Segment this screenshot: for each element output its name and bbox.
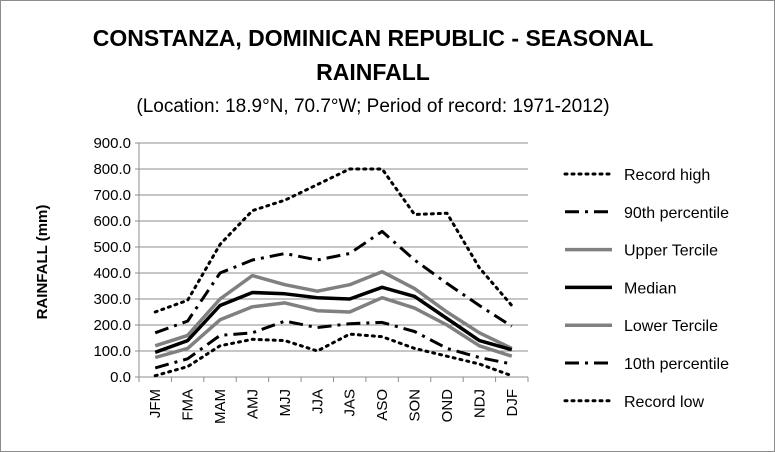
y-tick-label: 700.0 bbox=[93, 187, 131, 204]
series-lines bbox=[153, 167, 514, 378]
x-tick-label: AMJ bbox=[244, 389, 261, 419]
tick-labels: 0.0 100.0 200.0 300.0 400.0 500.0 600.0 700.0 80… bbox=[93, 135, 520, 424]
x-tick-label: DJF bbox=[504, 389, 521, 417]
series-line-record-low bbox=[153, 332, 514, 378]
legend-label: Record high bbox=[624, 167, 710, 184]
y-tick-label: 500.0 bbox=[93, 239, 131, 256]
y-tick-label: 100.0 bbox=[93, 343, 131, 360]
chart-subtitle: (Location: 18.9°N, 70.7°W; Period of rec… bbox=[136, 96, 609, 117]
x-tick-label: JAS bbox=[342, 389, 359, 417]
legend-label: Record low bbox=[624, 394, 704, 411]
legend-label: Median bbox=[624, 280, 676, 297]
y-tick-label: 0.0 bbox=[110, 369, 131, 386]
legend-label: 10th percentile bbox=[624, 356, 729, 373]
x-tick-label: NDJ bbox=[471, 389, 488, 418]
series-line-lower-tercile bbox=[154, 295, 513, 360]
legend-label: Upper Tercile bbox=[624, 243, 718, 260]
chart-title-line1: CONSTANZA, DOMINICAN REPUBLIC - SEASONAL bbox=[93, 25, 654, 51]
y-tick-label: 800.0 bbox=[93, 161, 131, 178]
x-tick-label: MJJ bbox=[277, 389, 294, 417]
y-tick-label: 200.0 bbox=[93, 317, 131, 334]
legend-label: Lower Tercile bbox=[624, 318, 718, 335]
y-tick-label: 300.0 bbox=[93, 291, 131, 308]
chart-title-line2: RAINFALL bbox=[316, 59, 430, 85]
x-tick-label: MAM bbox=[212, 389, 229, 424]
y-tick-label: 600.0 bbox=[93, 213, 131, 230]
x-tick-label: ASO bbox=[374, 389, 391, 421]
series-line-10th-percentile bbox=[154, 319, 513, 370]
gridlines bbox=[139, 142, 528, 352]
series-line-record-high bbox=[153, 167, 514, 314]
x-tick-label: OND bbox=[439, 389, 456, 423]
axes bbox=[135, 142, 529, 382]
x-tick-label: JFM bbox=[147, 389, 164, 418]
y-axis-label: RAINFALL (mm) bbox=[34, 205, 51, 320]
legend: Record high 90th percentile Upper Tercile M… bbox=[563, 167, 729, 411]
y-tick-label: 900.0 bbox=[93, 135, 131, 152]
x-tick-label: FMA bbox=[180, 389, 197, 421]
series-line-upper-tercile bbox=[154, 269, 513, 350]
series-line-90th-percentile bbox=[154, 229, 513, 335]
y-tick-label: 400.0 bbox=[93, 265, 131, 282]
x-tick-label: SON bbox=[407, 389, 424, 422]
x-tick-label: JJA bbox=[309, 389, 326, 414]
series-line-median bbox=[154, 285, 513, 354]
legend-label: 90th percentile bbox=[624, 205, 729, 222]
